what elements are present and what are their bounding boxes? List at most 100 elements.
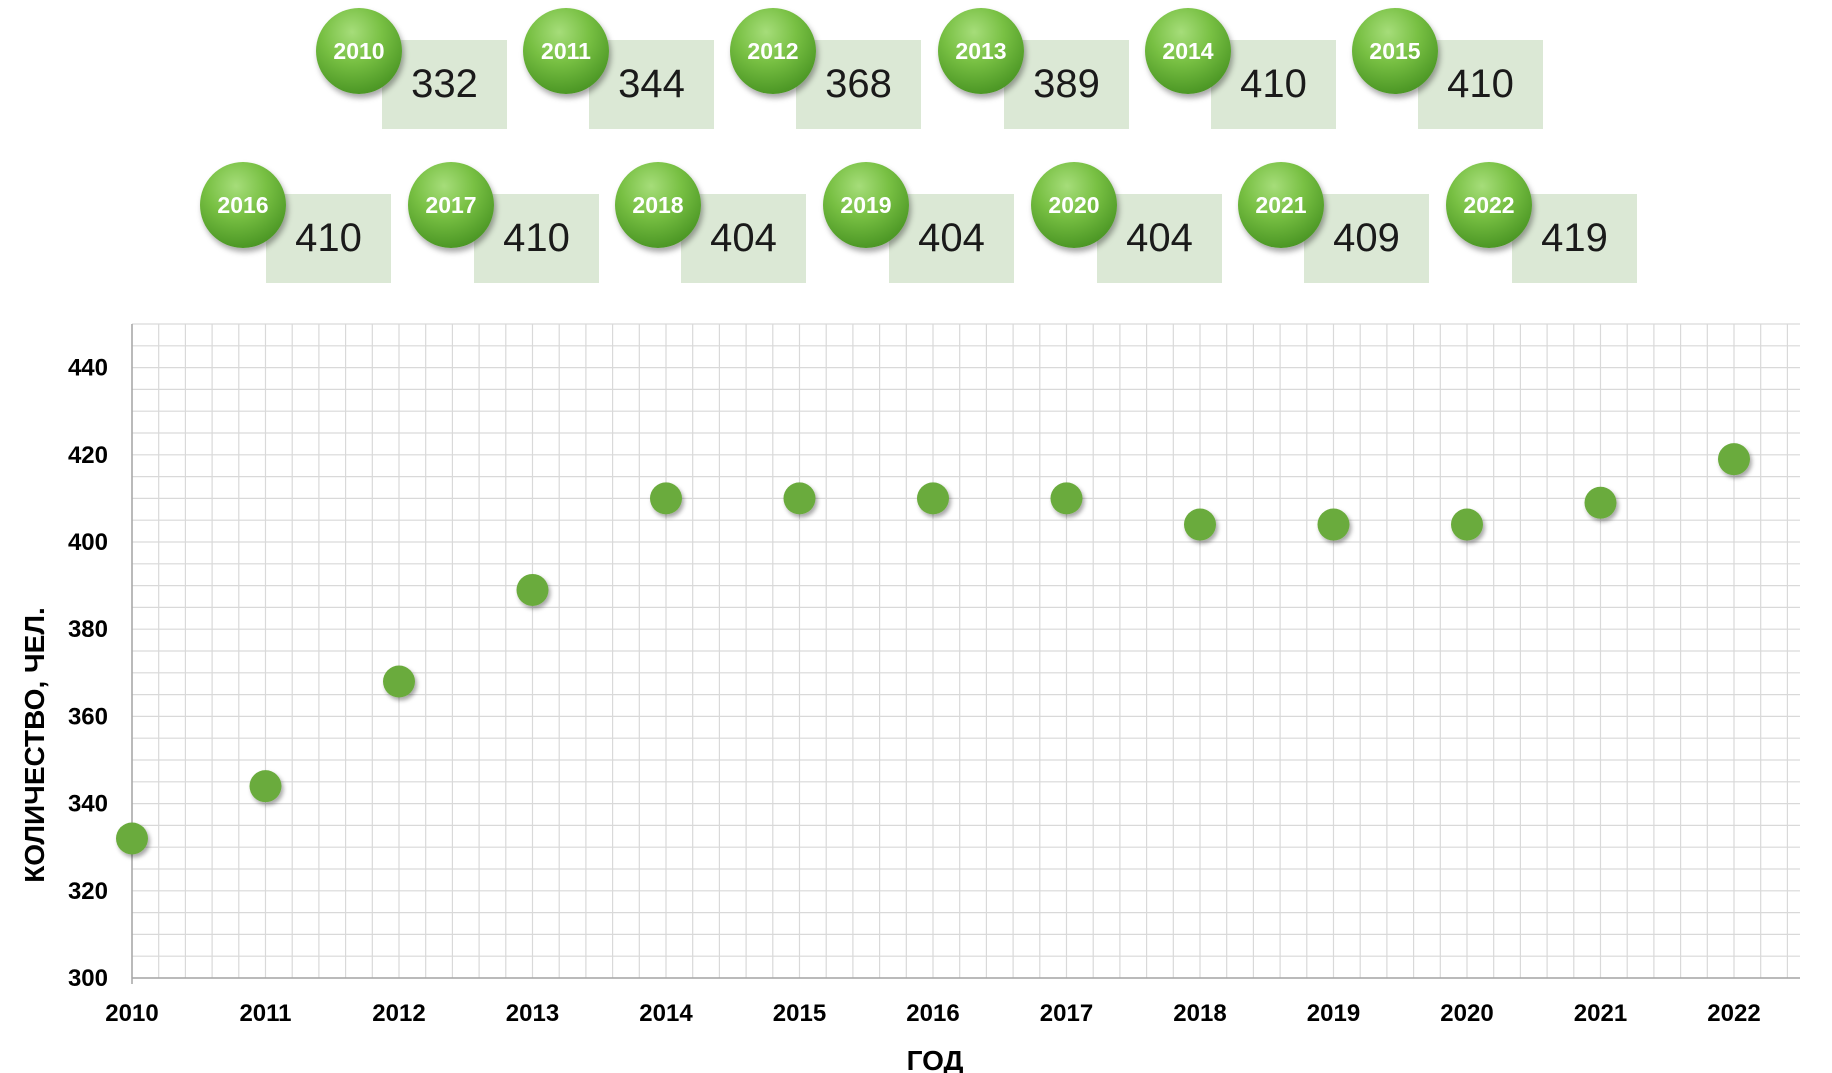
- badge-value: 404: [918, 216, 985, 260]
- data-point: [1584, 486, 1617, 519]
- value-box: [266, 194, 391, 283]
- data-point: [917, 482, 949, 515]
- x-tick-label: 2017: [1040, 1000, 1093, 1027]
- year-badge: 410 2017: [408, 162, 608, 283]
- x-tick-label: 2012: [372, 1000, 425, 1027]
- data-point: [650, 482, 682, 515]
- y-tick-label: 420: [68, 442, 108, 469]
- data-point: [783, 482, 816, 515]
- year-badge: 344 2011: [523, 8, 723, 129]
- badge-year: 2011: [541, 37, 591, 64]
- value-box: [1418, 40, 1543, 129]
- year-circle: 2015: [1352, 8, 1438, 94]
- value-box: [474, 194, 599, 283]
- x-tick-label: 2016: [906, 1000, 959, 1027]
- y-tick-label: 400: [68, 529, 108, 556]
- badge-value: 404: [1126, 216, 1193, 260]
- badge-year: 2015: [1369, 37, 1421, 64]
- badge-year: 2020: [1048, 191, 1100, 218]
- data-point: [249, 770, 282, 803]
- badge-value: 404: [710, 216, 777, 260]
- y-tick-labels: 300 320 340 360 380 400 420 440: [68, 355, 108, 992]
- badge-value: 389: [1033, 62, 1100, 106]
- badge-value: 409: [1333, 216, 1400, 260]
- y-axis-title: КОЛИЧЕСТВО, ЧЕЛ.: [19, 607, 50, 883]
- year-badge: 410 2015: [1352, 8, 1552, 129]
- y-tick-label: 340: [68, 791, 108, 818]
- badge-value: 419: [1541, 216, 1608, 260]
- value-box: [1004, 40, 1129, 129]
- badge-year: 2012: [747, 37, 799, 64]
- badge-year: 2016: [217, 191, 269, 218]
- x-tick-label: 2013: [506, 1000, 559, 1027]
- y-tick-label: 440: [68, 355, 108, 382]
- year-circle: 2014: [1145, 8, 1231, 94]
- year-badge: 410 2016: [200, 162, 400, 283]
- year-badge: 404 2019: [823, 162, 1023, 283]
- value-box: [382, 40, 507, 129]
- year-value-badges: 332 2010 344 2011 368 2012 389 2013 410 …: [0, 0, 1832, 300]
- badge-value: 332: [411, 62, 478, 106]
- value-box: [1304, 194, 1429, 283]
- year-circle: 2010: [316, 8, 402, 94]
- x-tick-label: 2011: [239, 1000, 291, 1027]
- data-point: [1317, 508, 1350, 541]
- data-point: [1050, 482, 1083, 515]
- year-badge: 410 2014: [1145, 8, 1345, 129]
- badge-year: 2010: [333, 37, 385, 64]
- badge-value: 368: [825, 62, 892, 106]
- badge-year: 2019: [840, 191, 892, 218]
- x-tick-label: 2010: [105, 1000, 158, 1027]
- year-badge: 409 2021: [1238, 162, 1438, 283]
- data-points: [116, 443, 1750, 855]
- y-tick-label: 320: [68, 878, 108, 905]
- year-circle: 2013: [938, 8, 1024, 94]
- badge-year: 2022: [1463, 191, 1515, 218]
- value-box: [1211, 40, 1336, 129]
- y-tick-label: 380: [68, 616, 108, 643]
- year-badge: 404 2018: [615, 162, 815, 283]
- year-circle: 2012: [730, 8, 816, 94]
- value-box: [889, 194, 1014, 283]
- badge-year: 2018: [632, 191, 684, 218]
- x-tick-label: 2021: [1574, 1000, 1627, 1027]
- badge-year: 2014: [1162, 37, 1214, 64]
- year-circle: 2011: [523, 8, 609, 94]
- year-badge: 368 2012: [730, 8, 930, 129]
- year-badge: 389 2013: [938, 8, 1138, 129]
- chart-grid: [131, 323, 1800, 979]
- data-point: [1718, 443, 1750, 476]
- value-box: [1512, 194, 1637, 283]
- x-axis-title: ГОД: [907, 1045, 964, 1073]
- year-circle: 2019: [823, 162, 909, 248]
- badge-year: 2017: [425, 191, 477, 218]
- x-tick-label: 2022: [1707, 1000, 1760, 1027]
- x-tick-label: 2014: [639, 1000, 693, 1027]
- badge-value: 410: [1447, 62, 1514, 106]
- x-tick-label: 2019: [1307, 1000, 1360, 1027]
- year-badge: 404 2020: [1031, 162, 1231, 283]
- year-circle: 2017: [408, 162, 494, 248]
- data-point: [1451, 508, 1483, 541]
- data-point: [516, 573, 549, 606]
- badge-value: 410: [295, 216, 362, 260]
- badge-value: 344: [618, 62, 685, 106]
- badge-value: 410: [503, 216, 570, 260]
- year-circle: 2021: [1238, 162, 1324, 248]
- value-box: [681, 194, 806, 283]
- data-point: [383, 665, 415, 698]
- y-tick-label: 360: [68, 703, 108, 730]
- year-circle: 2022: [1446, 162, 1532, 248]
- value-box: [796, 40, 921, 129]
- year-badge: 332 2010: [316, 8, 516, 129]
- value-box: [589, 40, 714, 129]
- x-tick-label: 2018: [1173, 1000, 1226, 1027]
- badge-year: 2013: [955, 37, 1007, 64]
- year-circle: 2016: [200, 162, 286, 248]
- x-tick-label: 2020: [1440, 1000, 1493, 1027]
- x-tick-label: 2015: [773, 1000, 826, 1027]
- chart-axes: [131, 324, 1800, 984]
- value-box: [1097, 194, 1222, 283]
- x-tick-labels: 2010 2011 2012 2013 2014 2015 2016 2017 2018 2019…: [105, 1000, 1760, 1027]
